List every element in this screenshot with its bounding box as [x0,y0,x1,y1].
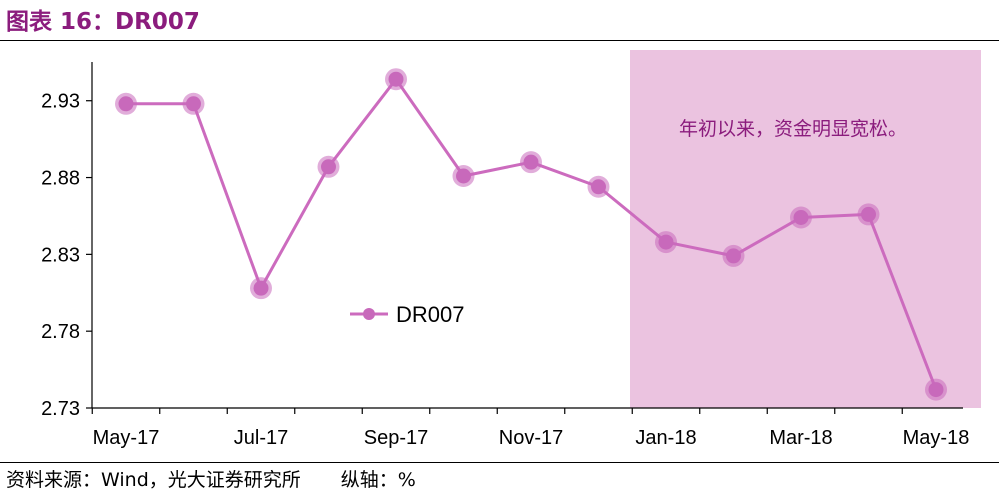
x-tick-label: Sep-17 [364,427,429,449]
data-point [591,179,606,195]
data-point [928,382,944,398]
data-point [523,154,539,170]
source-divider [0,462,999,463]
title-divider [0,40,999,41]
data-point [658,234,674,250]
data-point [861,206,876,222]
x-tick-label: Nov-17 [499,427,563,449]
dr007-line-chart: 2.73 2.78 2.83 2.88 2.93 May-17 Jul-17 Sep-17 No… [41,50,981,449]
highlight-annotation: 年初以来，资金明显宽松。 [679,118,907,140]
highlight-region [630,50,981,408]
data-point [793,209,809,225]
x-tick-label: May-18 [903,427,970,449]
y-tick-label: 2.88 [41,168,80,190]
axis-note: 纵轴：% [340,469,416,491]
y-tick-label: 2.93 [41,91,80,113]
x-tick-label: Jul-17 [234,427,288,449]
x-tick-label: Mar-18 [769,427,832,449]
y-tick-label: 2.73 [41,398,80,420]
data-point [388,71,404,87]
x-tick-label: May-17 [93,427,160,449]
data-point [118,96,134,112]
x-tick-label: Jan-18 [635,427,696,449]
legend-label: DR007 [396,302,464,327]
source-text: 资料来源：Wind，光大证券研究所 [6,469,301,491]
data-point [186,96,201,112]
figure-title: 图表 16：DR007 [6,9,200,35]
data-point [726,248,741,264]
data-point [456,168,471,184]
legend-marker [363,308,375,320]
y-tick-label: 2.78 [41,321,80,343]
y-tick-label: 2.83 [41,244,80,266]
figure-source: 资料来源：Wind，光大证券研究所 纵轴：% [6,465,416,492]
data-point [321,159,336,175]
data-point [253,280,269,296]
